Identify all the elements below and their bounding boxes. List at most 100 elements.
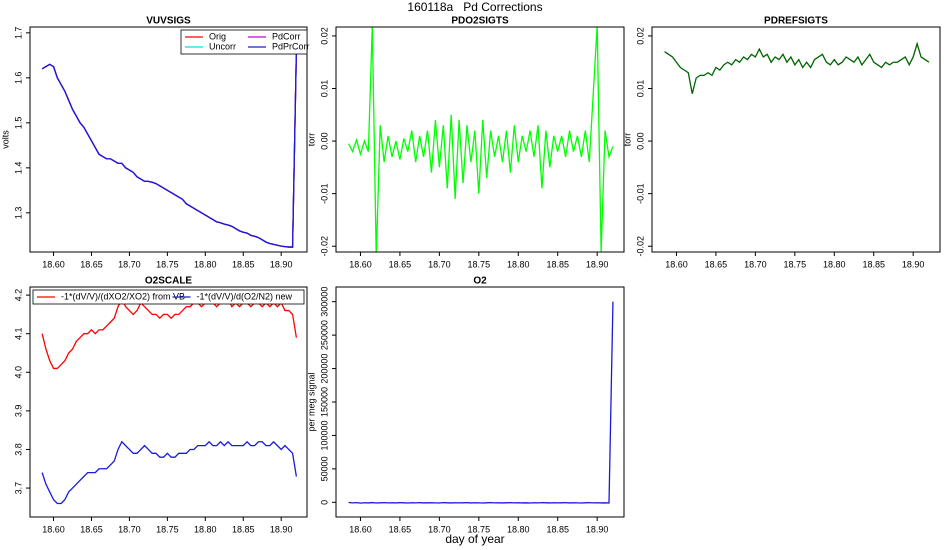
y-tick-label: 1.6: [13, 72, 23, 85]
data-line: [41, 440, 298, 505]
y-tick-label: 300000: [319, 287, 329, 317]
series-group: [348, 27, 614, 252]
legend-label: PdCorr: [272, 31, 301, 41]
series-group: [41, 50, 298, 248]
y-tick-label: 1.3: [13, 207, 23, 220]
panel: PDREFSIGTS 18.60 18.65 18.70 18.75 18.80 18.85…: [622, 16, 941, 269]
data-line: [41, 50, 298, 248]
plot-frame: [335, 26, 625, 253]
data-line: [348, 27, 614, 252]
panel: VUVSIGS 18.60 18.65 18.70 18.75 18.80 18.85 18.…: [0, 16, 309, 270]
x-tick-label: 18.70: [744, 259, 767, 269]
y-tick-label: 250000: [319, 320, 329, 350]
y-tick-label: 1.5: [13, 117, 23, 130]
y-tick-label: 0.00: [319, 132, 329, 150]
y-tick-label: 0: [319, 500, 329, 505]
data-line: [348, 301, 614, 504]
y-tick-label: -0.01: [319, 183, 329, 204]
y-axis-label: torr: [622, 133, 632, 147]
y-tick-label: 1.7: [13, 27, 23, 40]
x-tick-label: 18.75: [156, 259, 179, 269]
panel-title: PDREFSIGTS: [764, 16, 828, 27]
y-tick-label: 1.4: [13, 162, 23, 175]
x-tick-label: 18.85: [232, 259, 255, 269]
y-tick-label: 0.02: [635, 27, 645, 45]
x-tick-label: 18.70: [118, 524, 141, 534]
x-tick-label: 18.80: [194, 259, 217, 269]
x-tick-label: 18.85: [862, 259, 885, 269]
y-tick-label: -0.01: [635, 183, 645, 204]
panel: PDO2SIGTS 18.60 18.65 18.70 18.75 18.80 18.85 1…: [306, 16, 625, 269]
y-tick-label: 0.01: [319, 80, 329, 98]
plot-frame: [29, 286, 308, 518]
y-tick-label: 4.1: [13, 327, 23, 340]
plot-frame: [29, 26, 308, 253]
x-tick-label: 18.80: [194, 524, 217, 534]
panel-title: VUVSIGS: [146, 16, 191, 27]
x-tick-label: 18.75: [468, 524, 491, 534]
y-tick-label: 0.01: [635, 80, 645, 98]
panel: O2SCALE 18.60 18.65 18.70 18.75 18.80 18.85 18.…: [13, 276, 308, 534]
legend-label: Uncorr: [209, 41, 236, 51]
x-tick-label: 18.60: [42, 524, 65, 534]
x-tick-label: 18.70: [428, 259, 451, 269]
x-tick-label: 18.85: [232, 524, 255, 534]
x-tick-label: 18.75: [468, 259, 491, 269]
data-line: [664, 41, 930, 94]
plot-frame: [335, 286, 625, 518]
x-tick-label: 18.80: [823, 259, 846, 269]
y-axis-label: torr: [306, 133, 316, 147]
x-tick-label: 18.75: [156, 524, 179, 534]
legend-label: Orig: [209, 31, 226, 41]
y-axis-label: volts: [0, 130, 10, 149]
x-tick-label: 18.65: [80, 259, 103, 269]
y-tick-label: 3.9: [13, 405, 23, 418]
x-tick-label: 18.90: [270, 524, 293, 534]
series-group: [348, 301, 614, 504]
legend-label: PdPrCorr: [272, 41, 310, 51]
data-line: [41, 50, 298, 248]
x-tick-label: 18.90: [586, 524, 609, 534]
x-tick-label: 18.90: [586, 259, 609, 269]
x-axis-label: day of year: [445, 532, 504, 546]
y-tick-label: 0.00: [635, 132, 645, 150]
legend-box: [180, 29, 308, 55]
x-tick-label: 18.65: [80, 524, 103, 534]
y-tick-label: 150000: [319, 387, 329, 417]
page-title: 160118a Pd Corrections: [407, 0, 542, 14]
x-tick-label: 18.65: [705, 259, 728, 269]
x-tick-label: 18.80: [507, 259, 530, 269]
legend: -1*(dV/V)/(dXO2/XO2) from VB -1*(dV/V)/d(…: [32, 289, 305, 305]
panel-title: O2SCALE: [145, 276, 193, 287]
y-tick-label: 0.02: [319, 27, 329, 45]
x-tick-label: 18.65: [389, 524, 412, 534]
y-tick-label: 100000: [319, 420, 329, 450]
data-line: [41, 297, 298, 370]
y-tick-label: 3.8: [13, 443, 23, 456]
series-group: [41, 297, 298, 505]
x-tick-label: 18.60: [349, 259, 372, 269]
x-tick-label: 18.60: [42, 259, 65, 269]
y-tick-label: 4.0: [13, 366, 23, 379]
legend-label: -1*(dV/V)/(dXO2/XO2) from VB: [61, 291, 185, 301]
x-tick-label: 18.90: [902, 259, 925, 269]
x-tick-label: 18.65: [389, 259, 412, 269]
x-tick-label: 18.80: [507, 524, 530, 534]
y-tick-label: 50000: [319, 456, 329, 481]
y-tick-label: 4.2: [13, 289, 23, 302]
x-tick-label: 18.60: [349, 524, 372, 534]
plot-frame: [651, 26, 941, 253]
x-tick-label: 18.70: [428, 524, 451, 534]
panel-title: O2: [473, 276, 487, 287]
data-line: [41, 50, 298, 248]
x-tick-label: 18.85: [546, 259, 569, 269]
y-axis-label: per meg signal: [306, 372, 316, 431]
legend-box: [32, 289, 305, 305]
y-tick-label: -0.02: [319, 236, 329, 257]
x-tick-label: 18.60: [665, 259, 688, 269]
data-line: [41, 50, 298, 248]
x-tick-label: 18.75: [784, 259, 807, 269]
y-tick-label: 3.7: [13, 482, 23, 495]
